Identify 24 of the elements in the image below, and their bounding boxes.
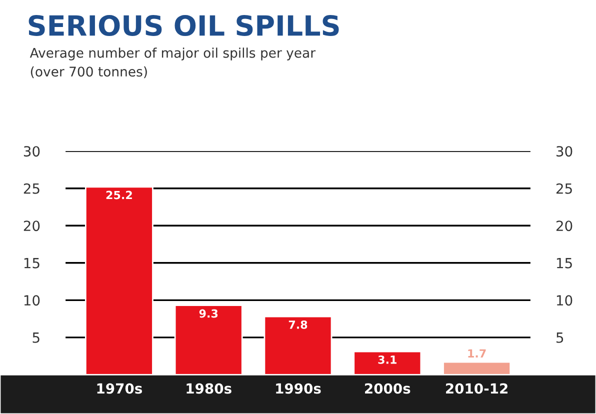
data-label: 25.2: [106, 190, 132, 200]
y2-tick-label: 5: [556, 332, 564, 343]
y-tick-label: 25: [24, 183, 40, 194]
data-label: 3.1: [378, 355, 396, 364]
y2-tick-label: 30: [556, 146, 572, 157]
y2-tick-label: 10: [556, 295, 572, 306]
y-tick-label: 15: [24, 258, 40, 268]
x-tick-label: 2010-12: [446, 383, 508, 394]
y-tick-label: 5: [32, 332, 40, 343]
y-tick-label: 10: [24, 295, 40, 306]
data-label: 1.7: [468, 349, 486, 358]
y2-tick-label: 15: [556, 258, 572, 268]
x-tick-label: 1980s: [186, 383, 232, 394]
x-tick-label: 1970s: [97, 383, 142, 394]
y-tick-label: 20: [24, 220, 40, 232]
y-tick-label: 30: [24, 146, 40, 157]
x-tick-label: 2000s: [365, 383, 410, 394]
chart-subtitle: Average number of major oil spills per year (over 700 tonnes): [30, 48, 316, 78]
data-label: 9.3: [199, 309, 218, 318]
data-label: 7.8: [288, 320, 308, 329]
y2-tick-label: 25: [556, 183, 572, 194]
x-tick-label: 1990s: [276, 383, 321, 394]
chart-title: SERIOUS OIL SPILLS: [28, 15, 339, 36]
y2-tick-label: 20: [556, 220, 572, 232]
